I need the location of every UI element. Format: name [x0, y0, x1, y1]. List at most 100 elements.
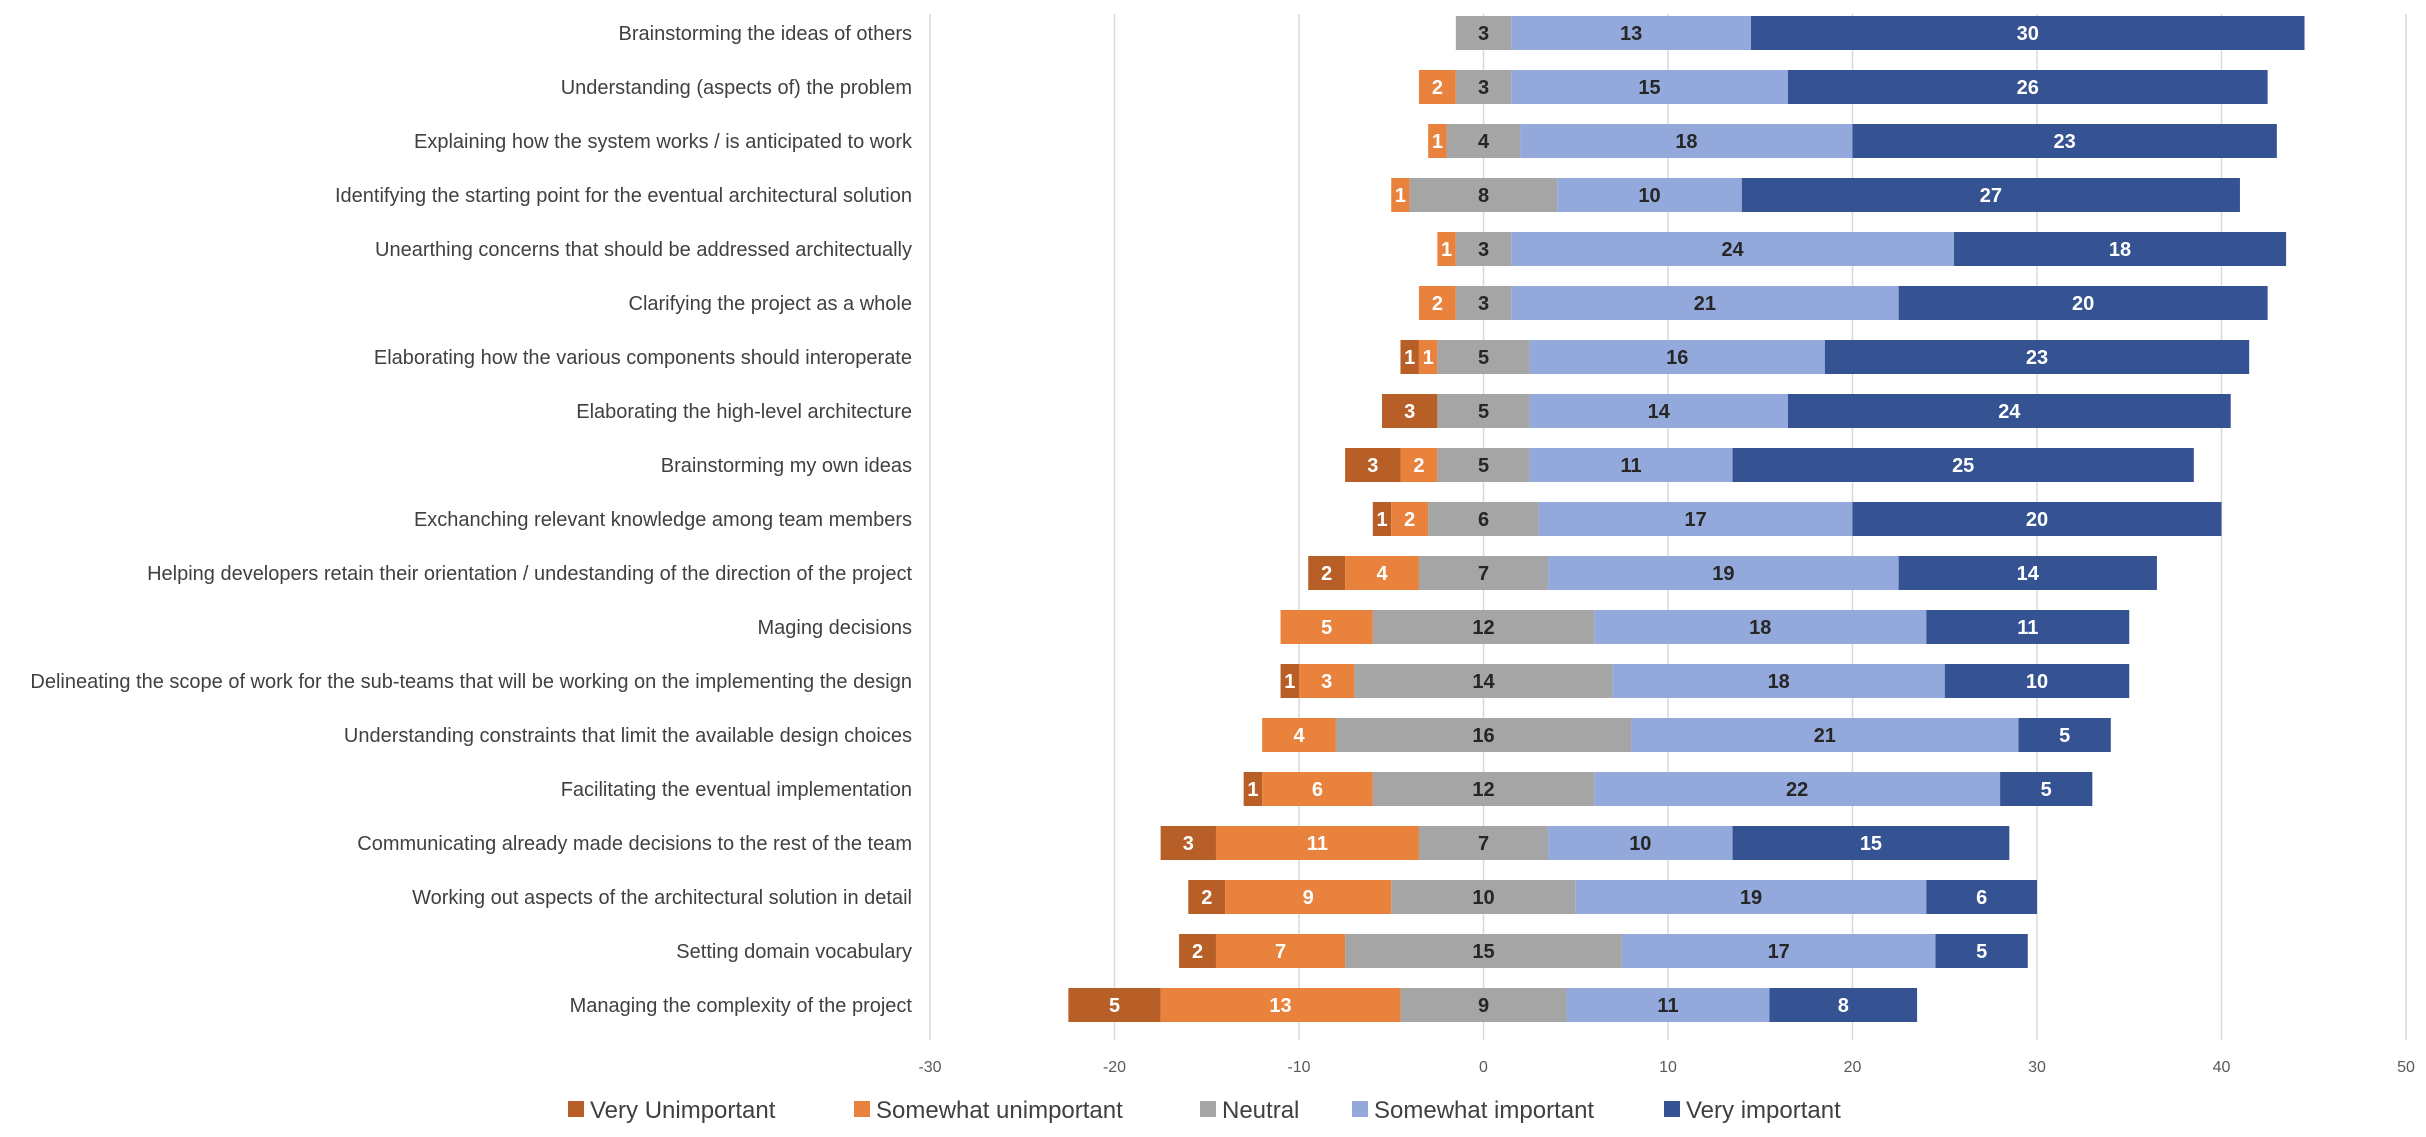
- bar-segment: [1428, 124, 1447, 158]
- data-label: 3: [1183, 833, 1194, 855]
- bar-segment: [1345, 934, 1622, 968]
- data-label: 5: [1976, 941, 1987, 963]
- data-label: 3: [1367, 455, 1378, 477]
- data-label: 17: [1685, 509, 1707, 531]
- data-label: 5: [1321, 617, 1332, 639]
- category-label: Brainstorming the ideas of others: [619, 23, 913, 45]
- data-label: 4: [1478, 131, 1490, 153]
- bar-segment: [1898, 286, 2268, 320]
- bar-segment: [1769, 988, 1918, 1022]
- data-label: 26: [2017, 77, 2039, 99]
- bar-segment: [1437, 340, 1530, 374]
- data-label: 10: [1472, 887, 1494, 909]
- bar-segment: [1787, 70, 2268, 104]
- data-label: 2: [1432, 77, 1443, 99]
- data-label: 12: [1472, 779, 1494, 801]
- data-label: 10: [1638, 185, 1660, 207]
- bar-segment: [1345, 448, 1401, 482]
- category-label: Exchanching relevant knowledge among tea…: [414, 509, 912, 531]
- data-label: 19: [1740, 887, 1762, 909]
- data-label: 1: [1423, 347, 1434, 369]
- category-label: Understanding (aspects of) the problem: [561, 77, 912, 99]
- data-label: 25: [1952, 455, 1974, 477]
- bar-segment: [1160, 988, 1401, 1022]
- data-label: 8: [1838, 995, 1849, 1017]
- bar-segment: [1335, 718, 1632, 752]
- bar-segment: [1953, 232, 2287, 266]
- bar-segment: [1243, 772, 1263, 806]
- data-label: 2: [1432, 293, 1443, 315]
- data-label: 10: [1629, 833, 1651, 855]
- bar-segment: [1935, 934, 2028, 968]
- category-label: Communicating already made decisions to …: [357, 833, 912, 855]
- bar-segment: [1751, 16, 2305, 50]
- legend-swatch: [568, 1101, 584, 1117]
- data-label: 11: [1657, 995, 1678, 1017]
- bar-segment: [1455, 232, 1512, 266]
- data-label: 4: [1376, 563, 1388, 585]
- data-label: 20: [2072, 293, 2094, 315]
- bar-segment: [1372, 502, 1392, 536]
- bar-segment: [1215, 934, 1346, 968]
- legend-label: Somewhat unimportant: [876, 1097, 1123, 1124]
- bar-segment: [1418, 286, 1456, 320]
- bar-segment: [1400, 340, 1419, 374]
- bar-segment: [1944, 664, 2130, 698]
- data-labels: 3 13 302 3 15 261 4 18 231 8 10 271 3 24 182 3 21 201 1 5 16…: [1109, 23, 2131, 1017]
- bar-segment: [1852, 502, 2222, 536]
- bar-segment: [1391, 880, 1576, 914]
- data-label: 7: [1275, 941, 1286, 963]
- data-label: 3: [1478, 293, 1489, 315]
- bar-segment: [1280, 610, 1373, 644]
- bar-segment: [1538, 502, 1853, 536]
- data-label: 2: [1404, 509, 1415, 531]
- data-label: 30: [2017, 23, 2039, 45]
- data-label: 2: [1192, 941, 1203, 963]
- bar-segment: [1262, 718, 1336, 752]
- data-label: 15: [1472, 941, 1494, 963]
- data-label: 2: [1413, 455, 1424, 477]
- x-tick-label: 0: [1479, 1059, 1488, 1076]
- data-label: 19: [1712, 563, 1734, 585]
- bar-segment: [1280, 664, 1299, 698]
- data-label: 1: [1404, 347, 1415, 369]
- data-label: 21: [1694, 293, 1716, 315]
- data-label: 24: [1998, 401, 2021, 423]
- data-label: 9: [1478, 995, 1489, 1017]
- bar-segment: [1391, 178, 1410, 212]
- category-label: Elaborating how the various components s…: [374, 347, 912, 369]
- bar-segment: [1068, 988, 1161, 1022]
- bar-segment: [1741, 178, 2240, 212]
- data-label: 23: [2026, 347, 2048, 369]
- data-label: 24: [1721, 239, 1744, 261]
- bar-segment: [1428, 502, 1539, 536]
- bar-segment: [1418, 556, 1549, 590]
- bar-segment: [1511, 286, 1899, 320]
- bar-segment: [1400, 448, 1438, 482]
- category-label: Setting domain vocabulary: [676, 941, 912, 963]
- data-label: 3: [1478, 239, 1489, 261]
- x-tick-label: -10: [1287, 1059, 1310, 1076]
- data-label: 6: [1312, 779, 1323, 801]
- data-label: 23: [2054, 131, 2076, 153]
- bar-segment: [1548, 556, 1899, 590]
- legend-label: Neutral: [1222, 1097, 1299, 1124]
- data-label: 18: [1749, 617, 1771, 639]
- bar-segment: [1566, 988, 1770, 1022]
- bar-segment: [1732, 448, 2194, 482]
- data-label: 7: [1478, 833, 1489, 855]
- category-label: Delineating the scope of work for the su…: [30, 671, 912, 693]
- bar-segment: [1418, 826, 1549, 860]
- bar-segment: [1511, 16, 1752, 50]
- data-label: 11: [1621, 455, 1642, 477]
- bar-segment: [1455, 70, 1512, 104]
- bar-segment: [1391, 502, 1429, 536]
- bar-segment: [1787, 394, 2231, 428]
- bar-segment: [1225, 880, 1392, 914]
- bar-segment: [1409, 178, 1558, 212]
- data-label: 5: [1109, 995, 1120, 1017]
- category-label: Understanding constraints that limit the…: [344, 725, 912, 747]
- bar-segment: [1418, 70, 1456, 104]
- bar-segment: [1160, 826, 1216, 860]
